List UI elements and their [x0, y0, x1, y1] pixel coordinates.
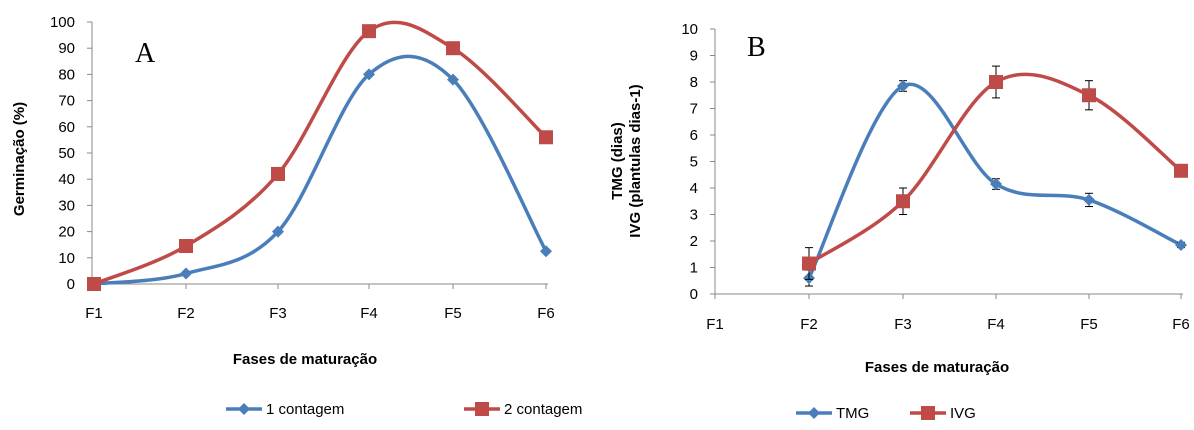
axes-b: [710, 28, 1183, 299]
y-tick-label: 50: [58, 145, 75, 162]
data-point: [896, 194, 910, 209]
x-axis-label-a: Fases de maturação: [233, 351, 377, 368]
tick-labels-a: 0 10 20 30 40 50 60 70 80 90 100 F1 F2 F3 F4 F5 F6: [50, 14, 555, 322]
data-point: [540, 245, 552, 258]
legend-item: 2 contagem: [464, 401, 582, 418]
x-tick-label: F1: [85, 305, 103, 322]
y-axis-label-b-line2: IVG (plantulas dias-1): [627, 84, 644, 237]
y-tick-label: 7: [690, 101, 698, 118]
y-tick-label: 30: [58, 197, 75, 214]
data-point: [1083, 193, 1095, 206]
data-point: [990, 178, 1002, 191]
legend-a: 1 contagem 2 contagem: [226, 401, 582, 418]
chart-b: B Fases de maturação TMG (dias) IVG (pla…: [609, 21, 1190, 422]
legend-item: IVG: [910, 405, 976, 422]
x-tick-label: F5: [444, 305, 462, 322]
y-tick-label: 1: [690, 260, 698, 277]
data-point: [272, 225, 284, 238]
x-axis-label-b: Fases de maturação: [865, 359, 1009, 376]
legend-marker: [921, 406, 935, 420]
tick-labels-b: 0 1 2 3 4 5 6 7 8 9 10 F1 F2 F3 F4 F5 F6: [681, 21, 1189, 333]
y-axis-label-a: Germinação (%): [11, 102, 28, 216]
series-line-1: [93, 20, 548, 286]
legend-b: TMG IVG: [796, 405, 976, 422]
y-tick-label: 80: [58, 66, 75, 83]
y-tick-label: 8: [690, 74, 698, 91]
data-point: [1174, 163, 1188, 178]
y-tick-label: 0: [67, 276, 75, 293]
data-point: [1082, 88, 1096, 103]
legend-label: IVG: [950, 405, 976, 422]
y-axis-label-b-line1: TMG (dias): [609, 122, 626, 200]
data-point: [362, 24, 376, 39]
data-point: [802, 256, 816, 271]
series-line-0: [807, 82, 1182, 279]
x-tick-label: F6: [537, 305, 555, 322]
y-tick-label: 10: [58, 250, 75, 267]
x-tick-label: F4: [987, 316, 1005, 333]
legend-marker: [238, 403, 250, 415]
y-tick-label: 70: [58, 93, 75, 110]
y-tick-label: 100: [50, 14, 75, 31]
panel-label-a: A: [135, 38, 156, 69]
x-tick-label: F5: [1080, 316, 1098, 333]
x-tick-label: F1: [706, 316, 724, 333]
x-tick-label: F2: [800, 316, 818, 333]
y-tick-label: 20: [58, 224, 75, 241]
x-tick-label: F6: [1172, 316, 1190, 333]
legend-marker: [808, 407, 820, 419]
axes-a: [87, 21, 548, 289]
data-point: [446, 41, 460, 56]
panel-label-b: B: [747, 32, 766, 63]
data-point: [363, 68, 375, 81]
legend-label: TMG: [836, 405, 869, 422]
x-tick-label: F2: [177, 305, 195, 322]
data-point: [989, 75, 1003, 89]
series-line-0: [93, 54, 548, 286]
data-point: [271, 166, 285, 181]
y-tick-label: 90: [58, 40, 75, 57]
x-tick-label: F4: [360, 305, 378, 322]
x-tick-label: F3: [269, 305, 287, 322]
y-tick-label: 60: [58, 119, 75, 136]
data-point: [447, 73, 459, 86]
data-point: [1175, 238, 1187, 251]
legend-item: TMG: [796, 405, 869, 422]
y-tick-label: 10: [681, 21, 698, 38]
series-a: [87, 20, 553, 291]
y-tick-label: 9: [690, 48, 698, 65]
y-tick-label: 4: [690, 180, 698, 197]
data-point: [539, 130, 553, 145]
chart-a: A Fases de maturação Germinação (%) 0 10 2…: [11, 14, 582, 418]
legend-item: 1 contagem: [226, 401, 344, 418]
y-tick-label: 0: [690, 286, 698, 303]
data-point: [897, 79, 909, 92]
data-point: [179, 239, 193, 254]
y-tick-label: 3: [690, 207, 698, 224]
series-b: [802, 65, 1188, 287]
y-tick-label: 5: [690, 154, 698, 171]
legend-label: 2 contagem: [504, 401, 582, 418]
legend-label: 1 contagem: [266, 401, 344, 418]
y-tick-label: 2: [690, 233, 698, 250]
legend-marker: [475, 402, 489, 416]
data-point: [180, 267, 192, 280]
series-line-1: [808, 72, 1183, 265]
data-point: [87, 277, 101, 291]
x-tick-label: F3: [894, 316, 912, 333]
y-tick-label: 6: [690, 127, 698, 144]
y-tick-label: 40: [58, 171, 75, 188]
